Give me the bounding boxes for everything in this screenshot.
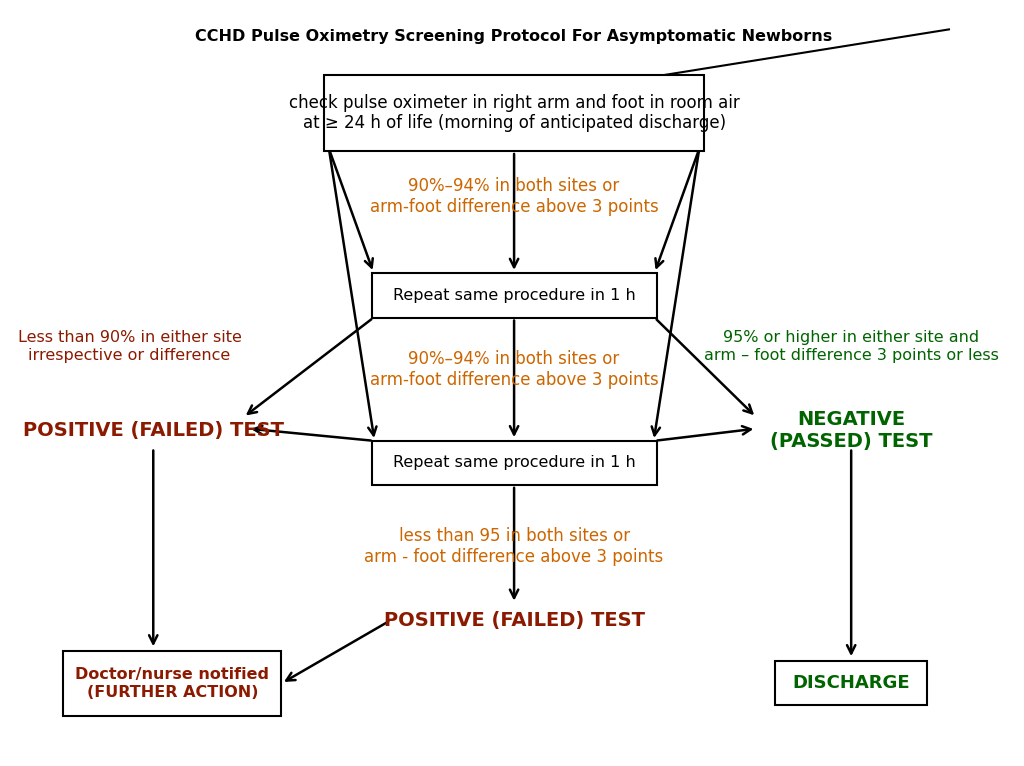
Text: Doctor/nurse notified
(FURTHER ACTION): Doctor/nurse notified (FURTHER ACTION) [75, 667, 269, 699]
Text: Repeat same procedure in 1 h: Repeat same procedure in 1 h [393, 455, 636, 470]
Text: 95% or higher in either site and
arm – foot difference 3 points or less: 95% or higher in either site and arm – f… [703, 330, 998, 362]
FancyBboxPatch shape [775, 661, 927, 705]
Text: DISCHARGE: DISCHARGE [793, 674, 910, 692]
FancyBboxPatch shape [372, 440, 656, 485]
Text: POSITIVE (FAILED) TEST: POSITIVE (FAILED) TEST [384, 611, 644, 630]
Text: CCHD Pulse Oximetry Screening Protocol For Asymptomatic Newborns: CCHD Pulse Oximetry Screening Protocol F… [196, 29, 833, 44]
FancyBboxPatch shape [372, 273, 656, 318]
Text: POSITIVE (FAILED) TEST: POSITIVE (FAILED) TEST [23, 421, 284, 440]
Text: less than 95 in both sites or
arm - foot difference above 3 points: less than 95 in both sites or arm - foot… [365, 527, 664, 566]
Text: 90%–94% in both sites or
arm-foot difference above 3 points: 90%–94% in both sites or arm-foot differ… [370, 177, 658, 216]
FancyBboxPatch shape [63, 651, 282, 715]
Text: Less than 90% in either site
irrespective or difference: Less than 90% in either site irrespectiv… [17, 330, 242, 362]
Text: Repeat same procedure in 1 h: Repeat same procedure in 1 h [393, 288, 636, 303]
Text: check pulse oximeter in right arm and foot in room air
at ≥ 24 h of life (mornin: check pulse oximeter in right arm and fo… [289, 93, 739, 133]
FancyBboxPatch shape [325, 75, 703, 151]
Text: 90%–94% in both sites or
arm-foot difference above 3 points: 90%–94% in both sites or arm-foot differ… [370, 350, 658, 388]
Text: NEGATIVE
(PASSED) TEST: NEGATIVE (PASSED) TEST [770, 410, 933, 450]
